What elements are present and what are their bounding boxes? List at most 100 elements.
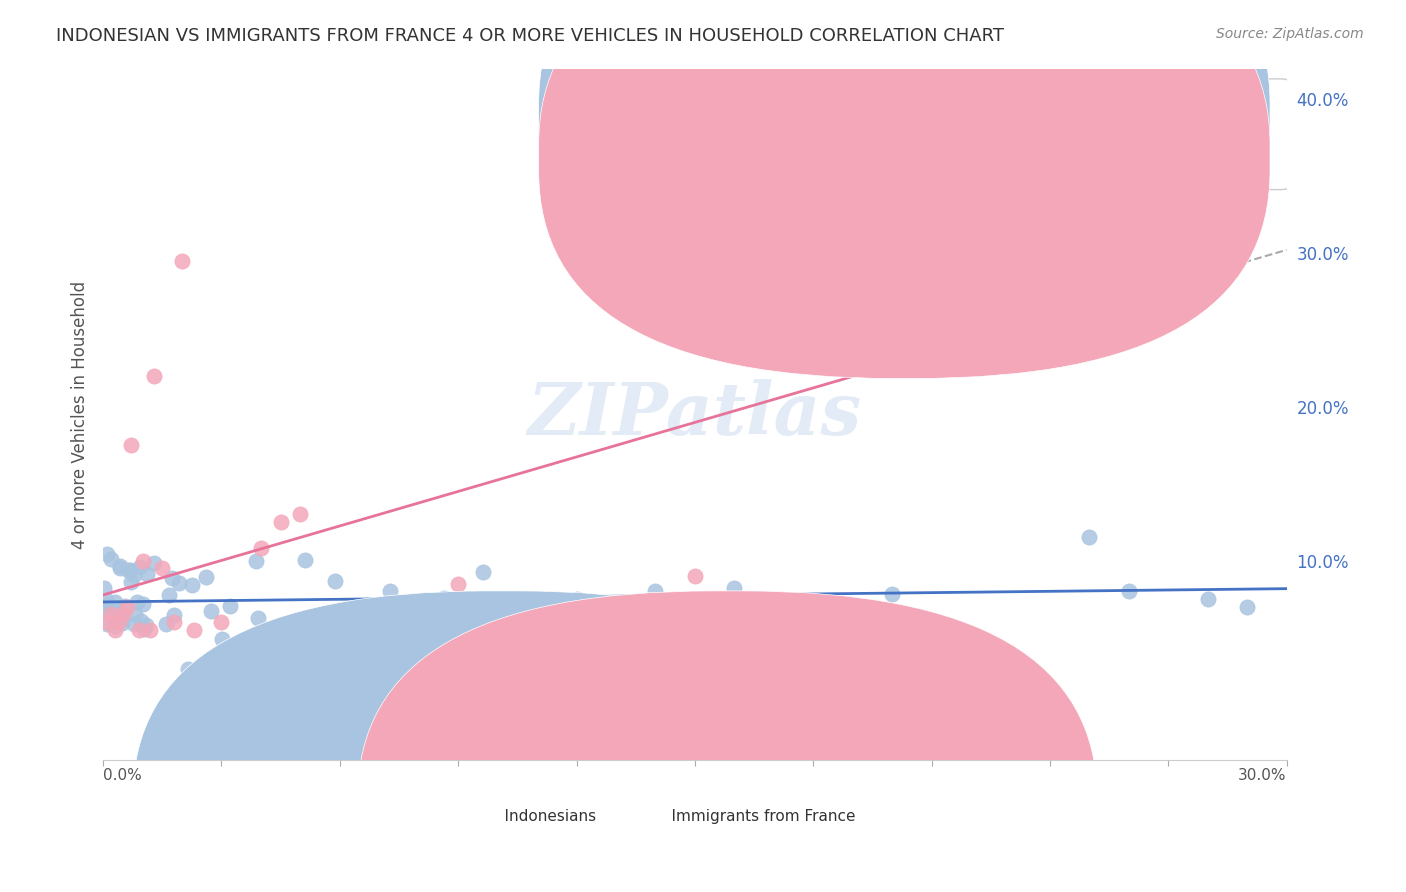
Text: R = -0.001   N = 63: R = -0.001 N = 63 [920, 106, 1070, 121]
Indonesians [218, 599, 240, 613]
Indonesians [108, 561, 131, 575]
Immigrants from France [108, 615, 131, 629]
Text: 30.0%: 30.0% [1239, 768, 1286, 783]
Indonesians [181, 578, 204, 592]
Immigrants from France [183, 623, 205, 637]
Indonesians [200, 604, 222, 618]
Immigrants from France [128, 623, 150, 637]
Immigrants from France [111, 607, 134, 622]
Indonesians [124, 617, 146, 632]
Indonesians [479, 603, 502, 617]
Indonesians [245, 554, 267, 568]
Indonesians [157, 588, 180, 602]
Immigrants from France [170, 253, 193, 268]
Indonesians [107, 607, 129, 622]
Y-axis label: 4 or more Vehicles in Household: 4 or more Vehicles in Household [72, 280, 89, 549]
Indonesians [136, 566, 159, 581]
Indonesians [231, 660, 253, 674]
Indonesians [1197, 591, 1219, 606]
Indonesians [120, 574, 142, 589]
Indonesians [111, 612, 134, 626]
Immigrants from France [1000, 161, 1022, 176]
Immigrants from France [143, 369, 166, 384]
Indonesians [117, 563, 139, 577]
Indonesians [1118, 584, 1140, 599]
Indonesians [124, 568, 146, 582]
Indonesians [472, 565, 495, 579]
Indonesians [177, 662, 200, 676]
Immigrants from France [447, 576, 470, 591]
Indonesians [96, 547, 118, 561]
Indonesians [110, 559, 132, 574]
Immigrants from France [270, 515, 292, 529]
Indonesians [160, 571, 183, 585]
Indonesians [135, 617, 157, 632]
Text: INDONESIAN VS IMMIGRANTS FROM FRANCE 4 OR MORE VEHICLES IN HOUSEHOLD CORRELATION: INDONESIAN VS IMMIGRANTS FROM FRANCE 4 O… [56, 27, 1004, 45]
FancyBboxPatch shape [866, 78, 1292, 190]
Indonesians [93, 581, 115, 595]
Immigrants from France [104, 623, 127, 637]
Indonesians [240, 673, 263, 687]
Indonesians [163, 608, 186, 623]
Indonesians [167, 575, 190, 590]
Indonesians [406, 620, 429, 634]
Indonesians [132, 622, 155, 636]
Indonesians [124, 607, 146, 622]
Indonesians [211, 632, 233, 646]
Indonesians [373, 599, 395, 613]
Text: Immigrants from France: Immigrants from France [652, 809, 856, 824]
Immigrants from France [242, 653, 264, 667]
Indonesians [565, 591, 588, 606]
Indonesians [128, 560, 150, 574]
Indonesians [194, 570, 217, 584]
Immigrants from France [100, 607, 122, 622]
Immigrants from France [131, 553, 153, 567]
Indonesians [1078, 531, 1101, 545]
Indonesians [104, 619, 127, 633]
Indonesians [723, 581, 745, 595]
Text: Indonesians: Indonesians [485, 809, 596, 824]
Indonesians [142, 557, 165, 571]
Indonesians [294, 553, 316, 567]
Indonesians [323, 574, 346, 588]
Immigrants from France [139, 623, 162, 637]
Immigrants from France [388, 615, 411, 629]
Immigrants from France [120, 438, 142, 452]
Indonesians [104, 595, 127, 609]
Immigrants from France [163, 615, 186, 629]
Indonesians [93, 602, 115, 616]
Immigrants from France [250, 541, 273, 556]
Indonesians [1236, 599, 1258, 614]
Indonesians [155, 617, 177, 632]
Immigrants from France [96, 615, 118, 629]
Indonesians [644, 584, 666, 599]
Indonesians [391, 616, 413, 631]
Text: Source: ZipAtlas.com: Source: ZipAtlas.com [1216, 27, 1364, 41]
Indonesians [461, 605, 484, 619]
Indonesians [433, 591, 456, 606]
Indonesians [96, 598, 118, 612]
Indonesians [105, 601, 128, 615]
Immigrants from France [150, 561, 173, 575]
Immigrants from France [211, 615, 233, 629]
FancyBboxPatch shape [357, 591, 1097, 892]
FancyBboxPatch shape [538, 0, 1270, 378]
Indonesians [96, 617, 118, 632]
Indonesians [132, 597, 155, 611]
Indonesians [246, 611, 269, 625]
Indonesians [111, 615, 134, 630]
Immigrants from France [115, 599, 138, 614]
Indonesians [380, 583, 402, 598]
Text: ZIPatlas: ZIPatlas [527, 379, 862, 450]
Indonesians [100, 552, 122, 566]
FancyBboxPatch shape [538, 0, 1270, 337]
Indonesians [96, 592, 118, 607]
Text: R =   0.310   N = 24: R = 0.310 N = 24 [920, 147, 1074, 162]
Indonesians [882, 587, 904, 601]
Indonesians [120, 563, 142, 577]
FancyBboxPatch shape [132, 591, 872, 892]
Immigrants from France [290, 508, 312, 522]
Indonesians [129, 614, 152, 628]
Indonesians [127, 595, 149, 609]
Immigrants from France [683, 569, 706, 583]
